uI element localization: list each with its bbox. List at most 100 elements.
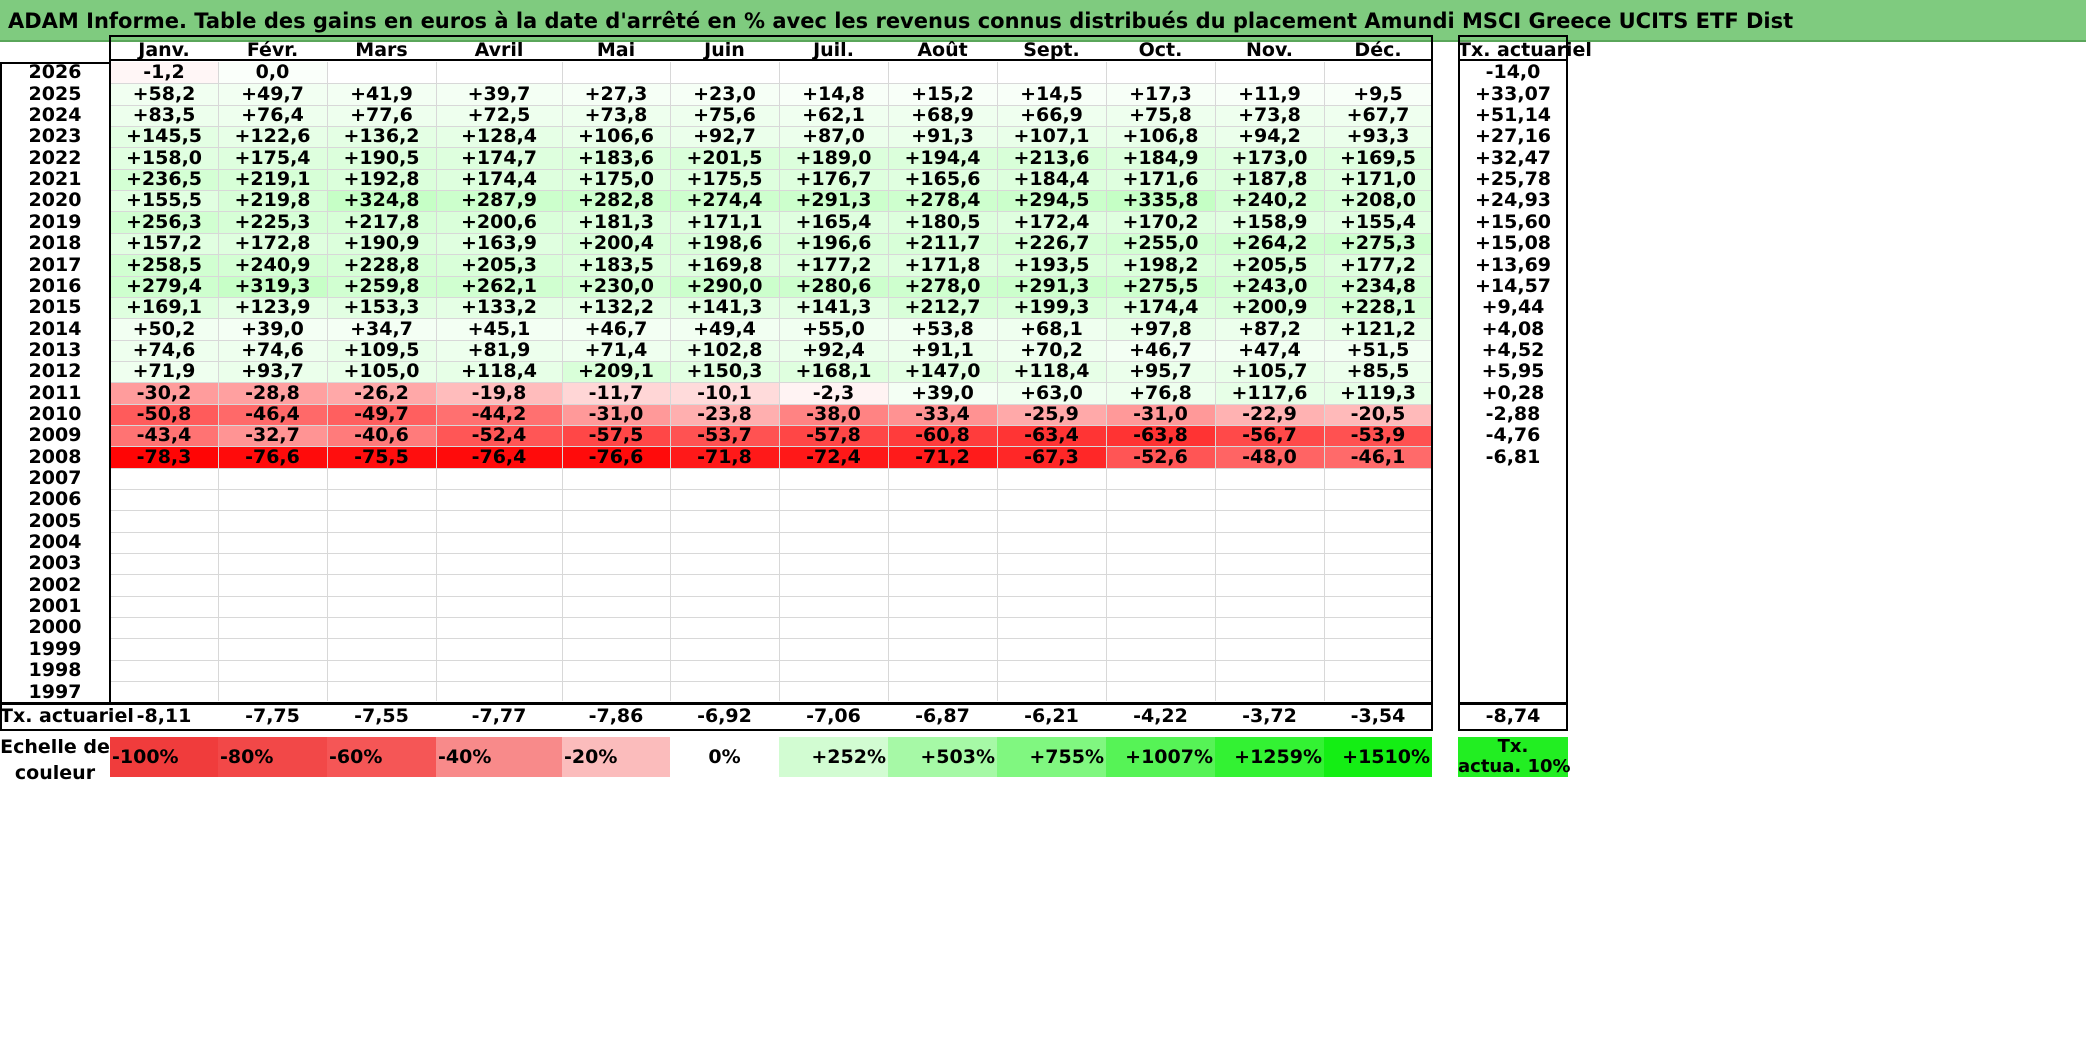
year-label: 2003 [28, 552, 82, 574]
table-cell: -63,8 [1106, 425, 1215, 446]
table-cell [779, 62, 888, 83]
table-cell: +225,3 [218, 211, 327, 233]
table-cell [1106, 553, 1215, 574]
table-cell: +163,9 [436, 233, 562, 254]
table-cell: +157,2 [110, 233, 218, 254]
table-cell: +46,7 [562, 318, 670, 340]
grid-line [110, 660, 1432, 661]
table-cell: +27,3 [562, 83, 670, 105]
table-cell: +174,4 [1106, 297, 1215, 318]
table-cell: +72,5 [436, 105, 562, 126]
table-cell: +259,8 [327, 276, 436, 297]
table-cell [436, 596, 562, 617]
table-cell: +209,1 [562, 361, 670, 382]
table-cell: +63,0 [997, 382, 1106, 404]
table-cell: +278,0 [888, 276, 997, 297]
table-cell: -76,6 [562, 446, 670, 468]
table-cell: +155,4 [1324, 211, 1432, 233]
grid-line [110, 211, 1432, 212]
table-cell: -57,5 [562, 425, 670, 446]
table-cell: +97,8 [1106, 318, 1215, 340]
grid-line [327, 62, 328, 701]
legend-swatch: +503% [888, 737, 997, 777]
rate-cell [1458, 489, 1568, 510]
rate-cell [1458, 574, 1568, 596]
table-cell: +208,0 [1324, 190, 1432, 211]
table-cell [1324, 62, 1432, 83]
table-cell: +81,9 [436, 340, 562, 361]
grid-line [110, 468, 1432, 469]
table-cell [779, 510, 888, 532]
table-cell: +275,5 [1106, 276, 1215, 297]
grid-line [1324, 62, 1325, 701]
table-cell [436, 489, 562, 510]
table-cell: +181,3 [562, 211, 670, 233]
table-cell: +132,2 [562, 297, 670, 318]
rate-cell: +32,47 [1474, 147, 1552, 169]
grid-line [110, 532, 1432, 533]
table-cell [670, 468, 779, 489]
year-label: 1997 [28, 681, 82, 703]
year-label: 2024 [28, 104, 82, 126]
grid-line [110, 126, 1432, 127]
grid-line [110, 425, 1432, 426]
year-label: 1999 [28, 638, 82, 660]
table-cell: +176,7 [779, 169, 888, 190]
table-cell: +234,8 [1324, 276, 1432, 297]
month-header: Mai [562, 35, 670, 61]
table-cell [670, 681, 779, 703]
table-cell [110, 617, 218, 638]
table-cell: -49,7 [327, 404, 436, 425]
table-cell [436, 617, 562, 638]
table-cell: +77,6 [327, 105, 436, 126]
table-cell: -53,9 [1324, 425, 1432, 446]
table-cell [110, 596, 218, 617]
rate-cell [1458, 660, 1568, 681]
table-cell [1215, 681, 1324, 703]
table-cell [562, 510, 670, 532]
table-cell: -22,9 [1215, 404, 1324, 425]
footer-cell: -7,77 [471, 705, 527, 727]
table-cell: +255,0 [1106, 233, 1215, 254]
table-cell [888, 617, 997, 638]
footer-cell: -3,72 [1242, 705, 1297, 727]
table-cell [1106, 468, 1215, 489]
month-header: Juin [670, 35, 779, 61]
grid-line [110, 254, 1432, 255]
table-cell [670, 553, 779, 574]
legend-label-line: couleur [14, 762, 96, 784]
table-cell [997, 617, 1106, 638]
table-cell [1324, 596, 1432, 617]
table-cell [779, 553, 888, 574]
table-cell: +145,5 [110, 126, 218, 147]
table-cell: -26,2 [327, 382, 436, 404]
table-cell [562, 532, 670, 553]
table-cell: +11,9 [1215, 83, 1324, 105]
table-cell: +45,1 [436, 318, 562, 340]
table-cell: +194,4 [888, 147, 997, 169]
rate-cell [1458, 617, 1568, 638]
year-label: 2011 [28, 382, 82, 404]
rate-cell: +15,60 [1474, 211, 1552, 233]
rate-cell: +27,16 [1474, 125, 1552, 147]
table-cell: +172,4 [997, 211, 1106, 233]
table-cell: +158,0 [110, 147, 218, 169]
table-cell [436, 681, 562, 703]
table-cell: +274,4 [670, 190, 779, 211]
footer-cell: -6,21 [1024, 705, 1079, 727]
grid-line [110, 510, 1432, 511]
table-cell [218, 532, 327, 553]
table-cell: +75,6 [670, 105, 779, 126]
month-header: Juil. [779, 35, 888, 61]
table-cell: +287,9 [436, 190, 562, 211]
table-cell: +236,5 [110, 169, 218, 190]
table-cell [997, 468, 1106, 489]
table-cell [1324, 553, 1432, 574]
table-cell: +71,9 [110, 361, 218, 382]
table-cell: +118,4 [436, 361, 562, 382]
legend-swatch: -40% [436, 737, 562, 777]
grid-line [110, 638, 1432, 639]
year-label: 2006 [28, 488, 82, 510]
table-cell: +91,3 [888, 126, 997, 147]
table-cell: +198,6 [670, 233, 779, 254]
